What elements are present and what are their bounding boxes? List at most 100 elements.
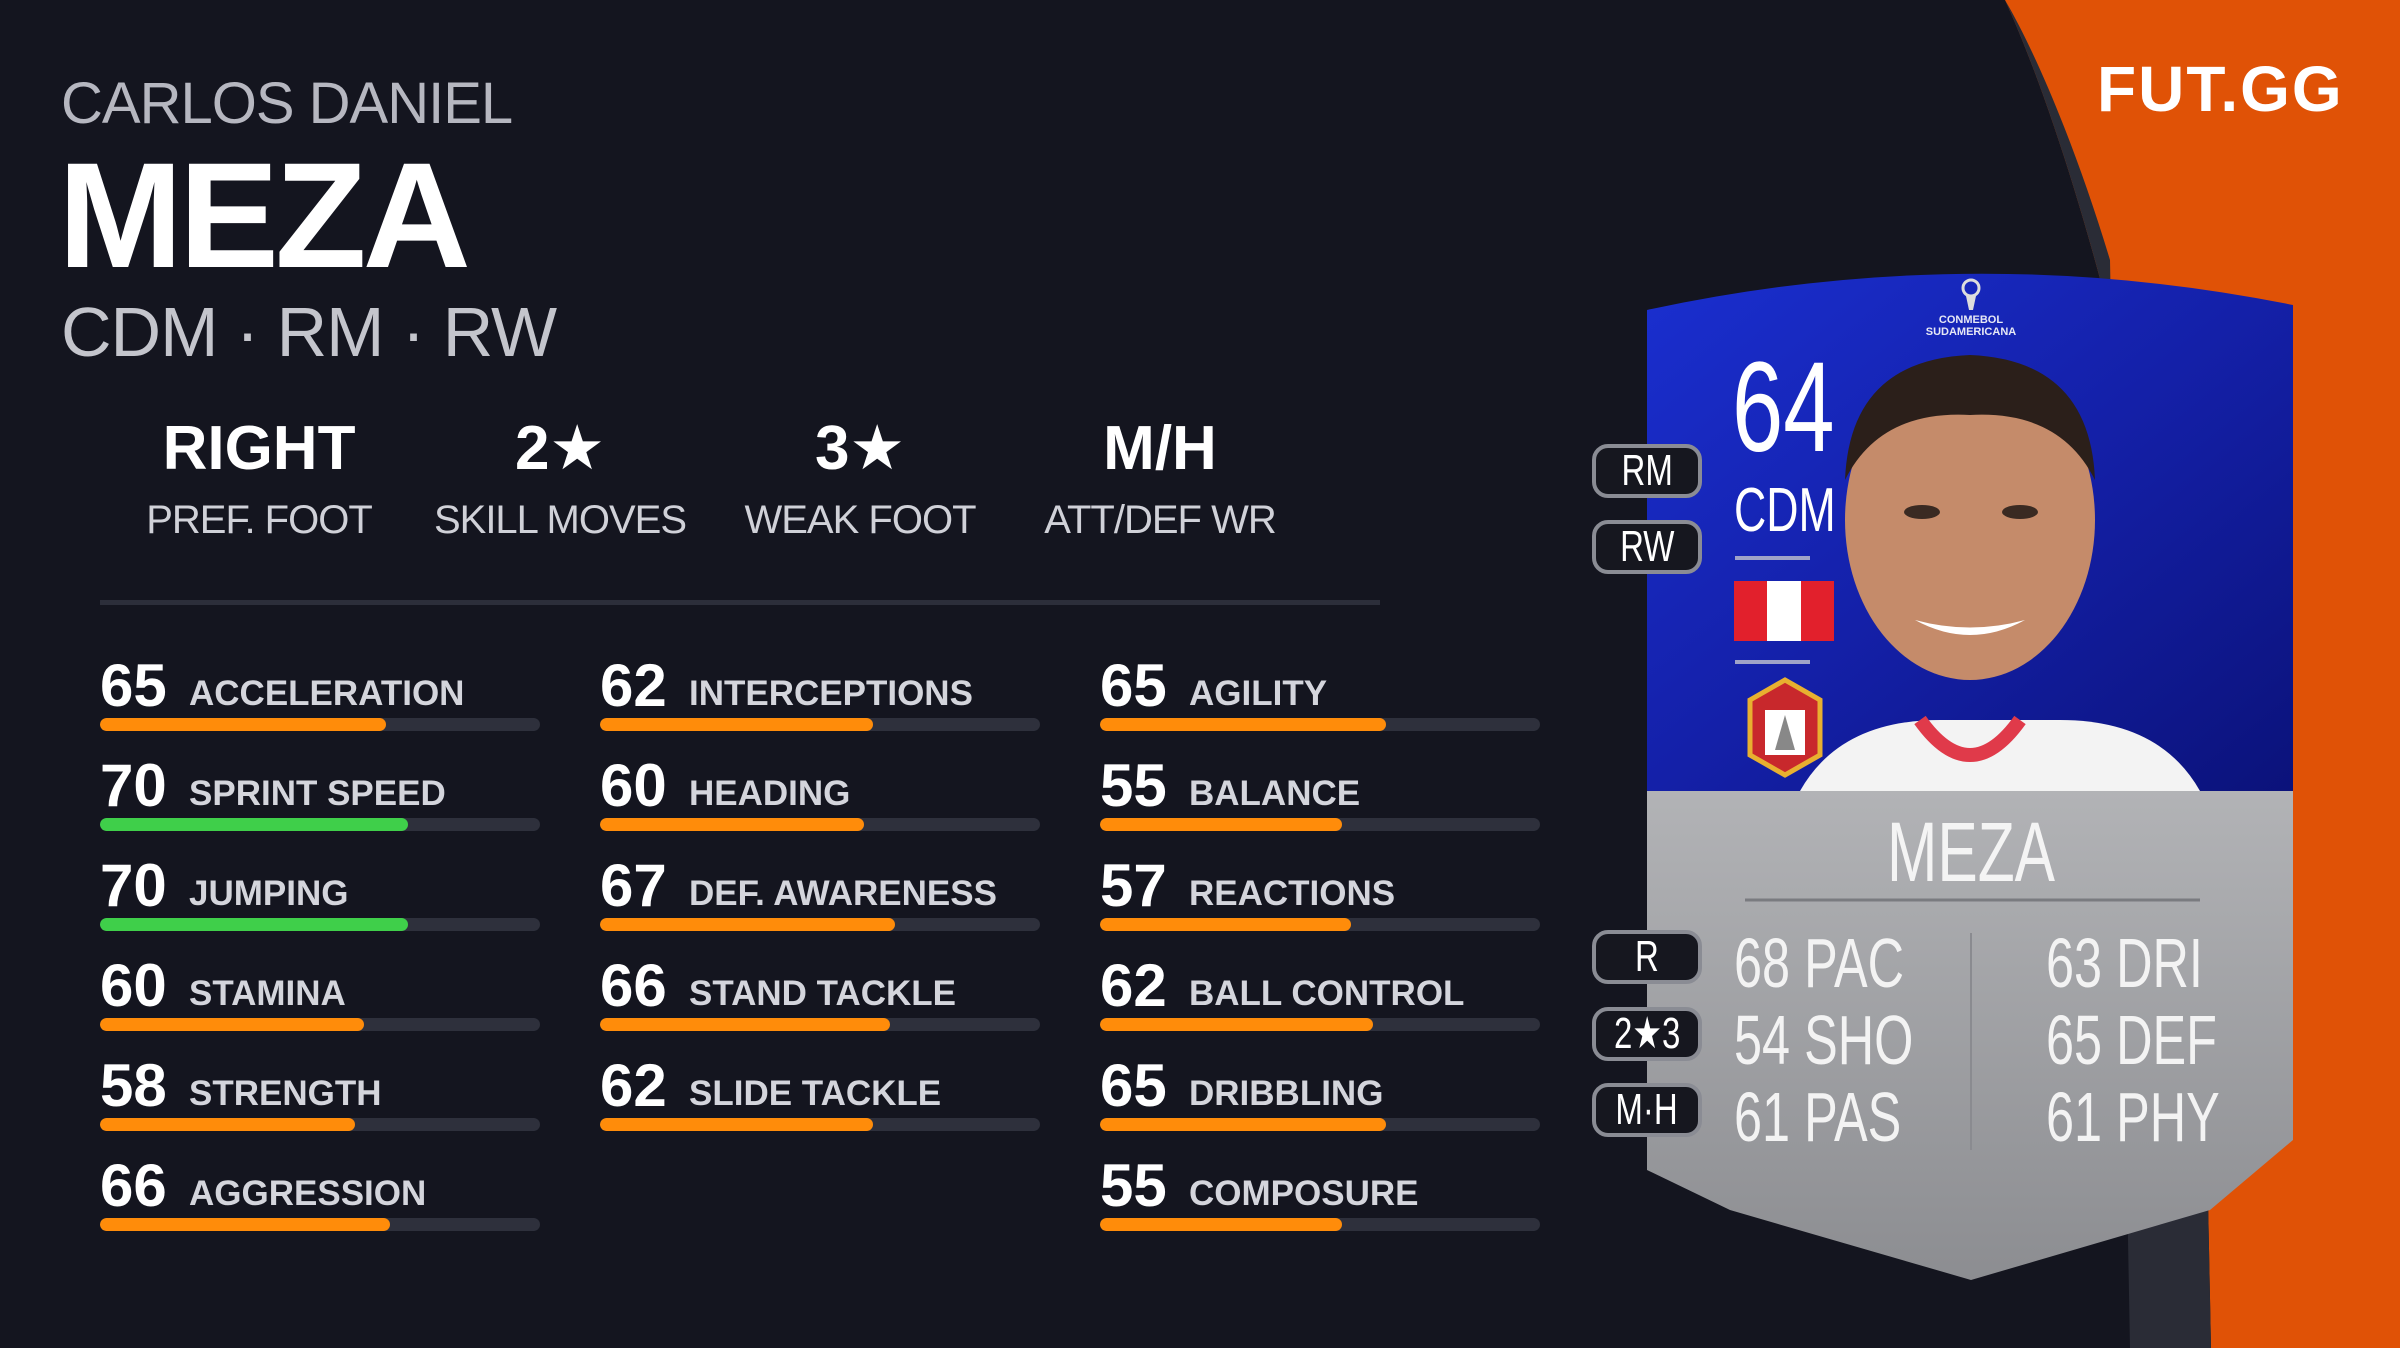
- alt-position-pill-rm: RM: [1592, 444, 1702, 498]
- alt-position-pill-rw: RW: [1592, 520, 1702, 574]
- stat-label: SPRINT SPEED: [189, 774, 446, 813]
- stat-label: STRENGTH: [189, 1074, 382, 1113]
- stat-bar-track: [600, 818, 1040, 831]
- info-value: 2★: [514, 414, 606, 483]
- stat-bar-track: [600, 918, 1040, 931]
- stat-bar-track: [100, 718, 540, 731]
- stat-row: 66 AGGRESSION: [100, 1156, 540, 1246]
- stat-bar-fill: [100, 718, 386, 731]
- stat-value: 66: [100, 1152, 167, 1219]
- stat-value: 55: [1100, 752, 1167, 819]
- stat-bar-fill: [100, 1118, 356, 1131]
- info-value: RIGHT: [162, 414, 356, 483]
- stat-bar-track: [600, 1018, 1040, 1031]
- stat-bar-fill: [600, 918, 895, 931]
- stat-bar-fill: [100, 918, 408, 931]
- stat-row: 67 DEF. AWARENESS: [600, 856, 1040, 946]
- card-face-stat-value: 68: [1734, 924, 1791, 1002]
- info-label: ATT/DEF WR: [1044, 498, 1276, 542]
- stat-bar-track: [600, 718, 1040, 731]
- card-face-stat-text: 68 PAC: [1734, 928, 1904, 998]
- card-face-stat-label: PAS: [1804, 1078, 1902, 1156]
- stat-bar-track: [100, 918, 540, 931]
- stat-label: STAMINA: [189, 974, 346, 1013]
- stat-value: 66: [600, 952, 667, 1019]
- card-player-name: MEZA: [1886, 805, 2056, 899]
- stat-value: 65: [1100, 1052, 1167, 1119]
- stat-value: 65: [1100, 652, 1167, 719]
- card-face-stat-text: 54 SHO: [1734, 1005, 1913, 1075]
- stat-bar-fill: [600, 818, 864, 831]
- stat-bar-fill: [100, 818, 408, 831]
- stat-row: 65 AGILITY: [1100, 656, 1540, 746]
- stat-row: 62 SLIDE TACKLE: [600, 1056, 1040, 1146]
- stat-bar-fill: [1100, 1118, 1386, 1131]
- stat-label: AGGRESSION: [189, 1174, 427, 1213]
- stat-row: 70 JUMPING: [100, 856, 540, 946]
- stat-row: 55 BALANCE: [1100, 756, 1540, 846]
- player-photo: [1800, 355, 2200, 791]
- card-face-stat-text: 63 DRI: [2046, 928, 2203, 998]
- stat-value: 62: [1100, 952, 1167, 1019]
- work-rate-pill: M·H: [1592, 1083, 1702, 1137]
- info-label: PREF. FOOT: [146, 498, 373, 542]
- foot-pill: R: [1592, 930, 1702, 984]
- club-badge-icon: [1747, 677, 1823, 778]
- stat-row: 66 STAND TACKLE: [600, 956, 1040, 1046]
- stat-bar-fill: [600, 718, 873, 731]
- card-face-stat: 63 DRI: [2046, 928, 2264, 998]
- card-face-stat-text: 65 DEF: [2046, 1005, 2217, 1075]
- stat-value: 55: [1100, 1152, 1167, 1219]
- info-label: SKILL MOVES: [433, 498, 687, 542]
- stat-bar-track: [1100, 818, 1540, 831]
- league-badge-text: CONMEBOL SUDAMERICANA: [1925, 314, 2017, 338]
- card-face-stat: 68 PAC: [1734, 928, 1970, 998]
- stat-label: DRIBBLING: [1189, 1074, 1384, 1113]
- stat-value: 70: [100, 752, 167, 819]
- info-value: 3★: [814, 414, 906, 483]
- stat-label: ACCELERATION: [189, 674, 465, 713]
- stat-row: 62 INTERCEPTIONS: [600, 656, 1040, 746]
- stat-row: 62 BALL CONTROL: [1100, 956, 1540, 1046]
- player-card: [1647, 273, 2293, 1280]
- stat-bar-fill: [1100, 718, 1386, 731]
- stat-value: 65: [100, 652, 167, 719]
- stat-label: BALL CONTROL: [1189, 974, 1465, 1013]
- stat-bar-track: [1100, 1118, 1540, 1131]
- stat-label: SLIDE TACKLE: [689, 1074, 942, 1113]
- info-item: 2★ SKILL MOVES: [410, 418, 710, 543]
- card-face-stat: 65 DEF: [2046, 1005, 2283, 1075]
- stat-bar-track: [1100, 1018, 1540, 1031]
- card-face-stat-value: 65: [2046, 1001, 2103, 1079]
- stat-bar-fill: [1100, 1018, 1373, 1031]
- stat-bar-track: [100, 818, 540, 831]
- info-item: RIGHT PREF. FOOT: [109, 418, 409, 543]
- skill-weak-foot-pill: 2★3: [1592, 1007, 1702, 1061]
- card-face-stat-label: DEF: [2116, 1001, 2217, 1079]
- stat-row: 70 SPRINT SPEED: [100, 756, 540, 846]
- player-positions: CDM · RM · RW: [61, 293, 557, 371]
- stat-bar-fill: [100, 1218, 391, 1231]
- fut-gg-logo[interactable]: FUT.GG: [2097, 53, 2344, 125]
- card-face-stat-value: 61: [2046, 1078, 2103, 1156]
- card-rating: 64: [1732, 336, 1835, 479]
- info-item: M/H ATT/DEF WR: [1010, 418, 1310, 543]
- stat-value: 67: [600, 852, 667, 919]
- stat-bar-track: [100, 1218, 540, 1231]
- card-face-stat: 61 PAS: [1734, 1082, 1966, 1152]
- stat-bar-track: [600, 1118, 1040, 1131]
- card-face-stat-text: 61 PAS: [1734, 1082, 1901, 1152]
- stat-bar-fill: [1100, 1218, 1342, 1231]
- stat-bar-track: [100, 1118, 540, 1131]
- stat-label: AGILITY: [1189, 674, 1328, 713]
- card-face-stat: 54 SHO: [1734, 1005, 1983, 1075]
- card-face-stat-value: 63: [2046, 924, 2103, 1002]
- league-trophy-icon: [1961, 278, 1981, 310]
- stat-bar-fill: [600, 1018, 891, 1031]
- stat-bar-fill: [600, 1118, 873, 1131]
- stat-bar-track: [100, 1018, 540, 1031]
- stat-bar-fill: [100, 1018, 364, 1031]
- card-position: CDM: [1734, 476, 1836, 545]
- stat-bar-fill: [1100, 818, 1342, 831]
- stat-label: BALANCE: [1189, 774, 1361, 813]
